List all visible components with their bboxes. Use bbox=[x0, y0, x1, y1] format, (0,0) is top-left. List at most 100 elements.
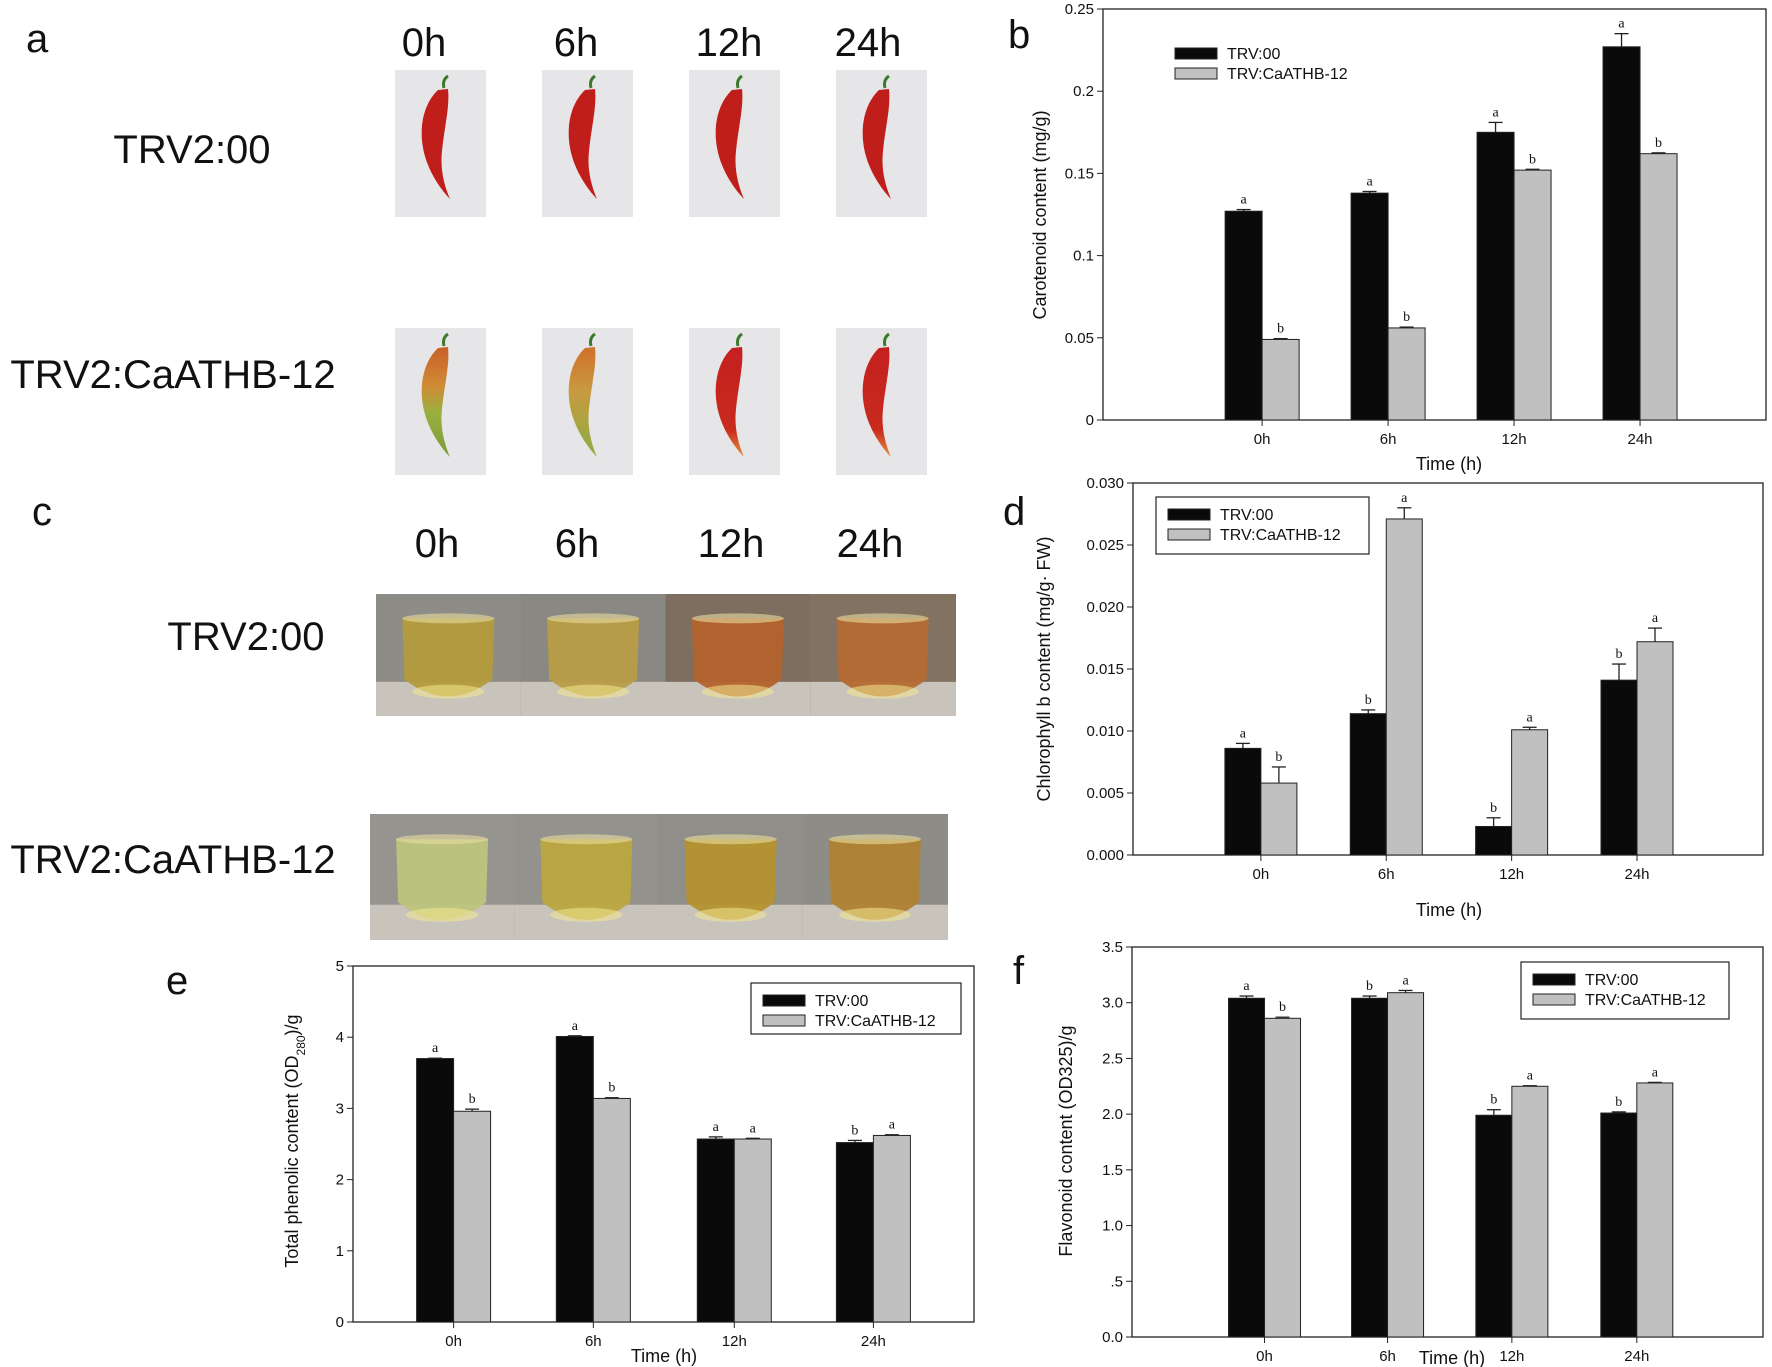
liquid-meniscus bbox=[684, 834, 777, 845]
legend-swatch bbox=[762, 994, 806, 1007]
x-tick-label: 24h bbox=[1624, 866, 1649, 883]
tube-highlight bbox=[838, 907, 911, 922]
x-tick-label: 12h bbox=[1499, 866, 1524, 883]
legend-label: TRV:CaATHB-12 bbox=[1227, 66, 1348, 83]
pepper-stem bbox=[736, 74, 743, 89]
bar-trv00 bbox=[1228, 997, 1266, 1338]
panel-f-label: f bbox=[1013, 949, 1025, 993]
bar-trv-caathb12 bbox=[1513, 169, 1552, 421]
y-tick-label: 3.0 bbox=[1102, 995, 1123, 1012]
bar-trv00 bbox=[1224, 210, 1263, 421]
plot-frame bbox=[1102, 8, 1767, 421]
pepper-stem bbox=[442, 332, 449, 347]
tube-highlight bbox=[412, 684, 485, 699]
significance-letter: a bbox=[1240, 726, 1247, 741]
panel-c-time-6h: 6h bbox=[555, 522, 600, 566]
x-tick-label: 24h bbox=[861, 1333, 886, 1350]
chart-panel-f: 0.0 .5 1.0 1.5 2.0 2.5 3.0 3.5 0h a b 6h b a 12h b a 24h b… bbox=[1056, 939, 1764, 1367]
pepper bbox=[715, 89, 744, 199]
y-tick-label: 5 bbox=[336, 958, 344, 975]
y-tick-label: 0 bbox=[1086, 412, 1094, 429]
x-tick-label: 0h bbox=[445, 1333, 462, 1350]
significance-letter: b bbox=[1615, 1095, 1622, 1110]
pepper bbox=[421, 89, 450, 199]
bar-trv-caathb12 bbox=[1639, 153, 1678, 421]
liquid-meniscus bbox=[691, 613, 784, 624]
legend-label: TRV:CaATHB-12 bbox=[1585, 992, 1706, 1009]
y-tick-label: .5 bbox=[1110, 1273, 1123, 1290]
tube-highlight bbox=[550, 907, 623, 922]
y-axis-label: Chlorophyll b content (mg/g· FW) bbox=[1034, 536, 1054, 801]
panel-a: a 0h 6h 12h 24h TRV2:00 TRV2:CaATHB-12 bbox=[10, 17, 927, 475]
pepper-stem bbox=[883, 332, 890, 347]
bar-trv-caathb12 bbox=[1387, 327, 1426, 421]
tube-liquid bbox=[396, 839, 489, 920]
y-tick-label: 0.015 bbox=[1086, 661, 1124, 678]
y-tick-label: 2 bbox=[336, 1172, 344, 1189]
x-axis-label: Time (h) bbox=[1416, 454, 1482, 474]
significance-letter: a bbox=[1652, 611, 1659, 626]
y-tick-label: 1.5 bbox=[1102, 1162, 1123, 1179]
legend: TRV:00 TRV:CaATHB-12 bbox=[1174, 46, 1348, 83]
legend-label: TRV:00 bbox=[815, 993, 868, 1010]
bar-trv-caathb12 bbox=[1636, 1082, 1674, 1338]
legend-box bbox=[1155, 496, 1370, 555]
x-tick-label: 0h bbox=[1253, 866, 1270, 883]
legend: TRV:00 TRV:CaATHB-12 bbox=[1520, 961, 1730, 1020]
x-tick-label: 12h bbox=[1499, 1348, 1524, 1365]
plot-frame bbox=[352, 965, 975, 1323]
panel-a-label: a bbox=[26, 17, 49, 61]
panel-a-time-12h: 12h bbox=[696, 21, 763, 65]
panel-c-label: c bbox=[32, 490, 52, 534]
significance-letter: a bbox=[432, 1041, 439, 1056]
y-tick-label: 3.5 bbox=[1102, 939, 1123, 956]
legend-swatch bbox=[1532, 993, 1576, 1006]
significance-letter: b bbox=[1366, 979, 1373, 994]
bar-trv00 bbox=[1602, 46, 1641, 421]
y-tick-label: 0.2 bbox=[1073, 83, 1094, 100]
y-tick-label: 0 bbox=[336, 1314, 344, 1331]
significance-letter: a bbox=[713, 1120, 720, 1135]
panel-a-time-24h: 24h bbox=[835, 21, 902, 65]
x-tick-label: 6h bbox=[1378, 866, 1395, 883]
significance-letter: b bbox=[1490, 801, 1497, 816]
bar-trv-caathb12 bbox=[1511, 1085, 1549, 1338]
panel-c-row-trv2-00: TRV2:00 bbox=[167, 615, 324, 659]
chart-panel-e: 0 1 2 3 4 5 0h a b 6h a b 12h a a 24h b a Time (h) Total ph… bbox=[282, 958, 975, 1366]
bar-trv00 bbox=[1475, 1114, 1513, 1338]
pepper-stem bbox=[883, 74, 890, 89]
x-tick-label: 6h bbox=[1379, 1348, 1396, 1365]
pepper bbox=[862, 89, 891, 199]
panel-c-row-trv2-caathb12: TRV2:CaATHB-12 bbox=[10, 838, 335, 882]
tube-liquid bbox=[828, 839, 921, 920]
bar-trv00 bbox=[1349, 713, 1387, 856]
significance-letter: a bbox=[750, 1121, 757, 1136]
legend-label: TRV:00 bbox=[1220, 507, 1273, 524]
significance-letter: a bbox=[1652, 1065, 1659, 1080]
bar-trv00 bbox=[555, 1035, 594, 1323]
tube-highlight bbox=[694, 907, 767, 922]
legend-swatch bbox=[1167, 528, 1211, 541]
bar-trv00 bbox=[416, 1058, 455, 1323]
legend-box bbox=[1520, 961, 1730, 1020]
tube-highlight bbox=[701, 684, 774, 699]
pepper bbox=[862, 347, 891, 457]
significance-letter: a bbox=[1241, 193, 1248, 208]
legend-swatch bbox=[1167, 508, 1211, 521]
y-axis-label-main: Total phenolic content (OD bbox=[282, 1055, 302, 1267]
bar-trv00 bbox=[835, 1142, 874, 1323]
bar-trv-caathb12 bbox=[453, 1110, 492, 1323]
tube-liquid bbox=[684, 839, 777, 920]
legend-swatch bbox=[1532, 973, 1576, 986]
pepper-stem bbox=[589, 74, 596, 89]
panel-c-time-24h: 24h bbox=[837, 522, 904, 566]
pepper bbox=[421, 347, 450, 457]
y-axis-label: Flavonoid content (OD325)/g bbox=[1056, 1025, 1076, 1256]
legend-label: TRV:00 bbox=[1585, 972, 1638, 989]
bar-trv00 bbox=[1224, 747, 1262, 856]
pepper-stem bbox=[736, 332, 743, 347]
y-tick-label: 0.005 bbox=[1086, 785, 1124, 802]
y-axis-label: Carotenoid content (mg/g) bbox=[1030, 110, 1050, 319]
significance-letter: a bbox=[1366, 174, 1373, 189]
